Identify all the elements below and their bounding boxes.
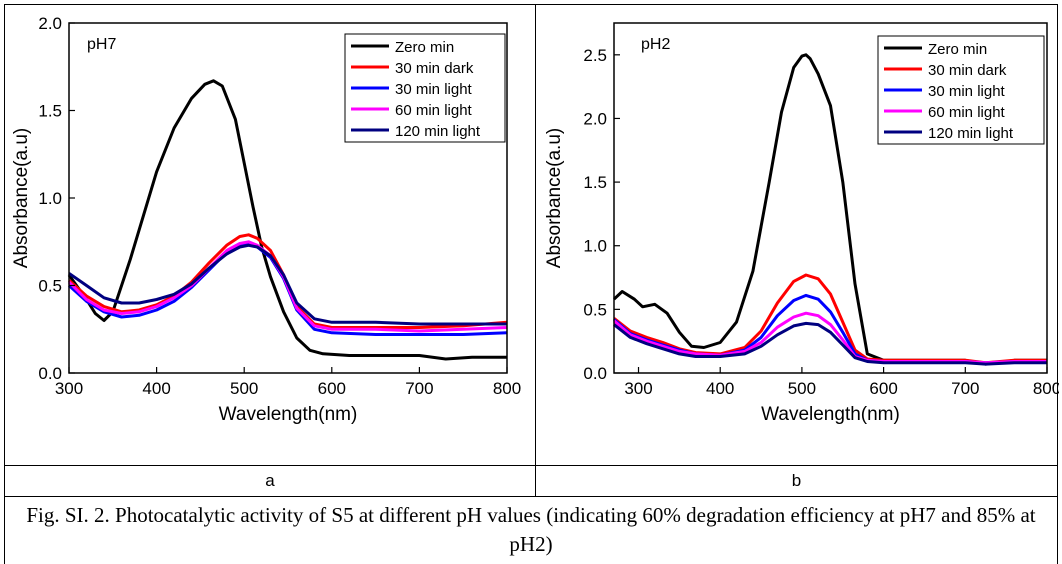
x-tick-label: 500 <box>788 379 816 398</box>
sublabel-b-cell: b <box>535 465 1058 497</box>
series-line-4 <box>67 240 508 333</box>
x-tick-label: 300 <box>624 379 652 398</box>
x-tick-label: 300 <box>55 379 83 398</box>
series-line-3 <box>67 242 508 336</box>
y-tick-label: 1.0 <box>583 237 607 256</box>
legend-entry-4: 60 min light <box>395 102 473 119</box>
x-axis-label: Wavelength(nm) <box>219 404 358 425</box>
x-tick-label: 500 <box>230 379 258 398</box>
y-tick-label: 0.0 <box>583 364 607 383</box>
x-tick-label: 400 <box>142 379 170 398</box>
y-tick-label: 0.5 <box>583 300 607 319</box>
y-tick-label: 0.5 <box>38 277 62 296</box>
chart-ph7: 300 400 500 600 700 800 0.0 0.5 1.0 1.5 2.0 Wavelen… <box>11 14 521 425</box>
chart-ph2: 300 400 500 600 700 800 0.0 0.5 1.0 1.5 2.0 2.5 Wave… <box>544 22 1059 425</box>
x-axis-label: Wavelength(nm) <box>761 404 900 425</box>
y-tick-label: 1.5 <box>38 102 62 121</box>
legend-entry-5: 120 min light <box>395 123 481 140</box>
sublabel-a-cell: a <box>4 465 536 497</box>
series-line-4 <box>613 311 1047 365</box>
x-tick-label: 700 <box>951 379 979 398</box>
legend-entry-2: 30 min dark <box>928 62 1007 79</box>
y-axis-label: Absorbance(a.u) <box>544 128 565 268</box>
y-axis-label: Absorbance(a.u) <box>11 128 32 268</box>
y-tick-label: 0.0 <box>38 364 62 383</box>
y-tick-label: 2.0 <box>583 109 607 128</box>
x-tick-label: 400 <box>706 379 734 398</box>
legend-entry-1: Zero min <box>928 41 987 58</box>
panel-b-cell: 300 400 500 600 700 800 0.0 0.5 1.0 1.5 2.0 2.5 Wave… <box>535 4 1059 466</box>
sublabel-b: b <box>791 471 802 490</box>
sublabel-a: a <box>265 471 275 490</box>
x-tick-label: 700 <box>405 379 433 398</box>
x-tick-label: 600 <box>318 379 346 398</box>
y-tick-label: 2.0 <box>38 14 62 33</box>
figure-caption: Fig. SI. 2. Photocatalytic activity of S… <box>4 496 1058 564</box>
series-line-1 <box>67 79 507 361</box>
y-tick-label: 1.5 <box>583 173 607 192</box>
y-tick-label: 1.0 <box>38 189 62 208</box>
legend-entry-4: 60 min light <box>928 104 1006 121</box>
legend-entry-1: Zero min <box>395 39 454 56</box>
series-line-5 <box>68 243 507 326</box>
series-line-2 <box>67 233 508 329</box>
ph-annotation: pH2 <box>641 36 670 53</box>
series-line-5 <box>613 321 1047 366</box>
x-tick-label: 800 <box>493 379 521 398</box>
x-tick-label: 600 <box>869 379 897 398</box>
y-tick-label: 2.5 <box>583 46 607 65</box>
panel-a-cell: 300 400 500 600 700 800 0.0 0.5 1.0 1.5 2.0 Wavelen… <box>4 4 536 466</box>
plot-frame <box>613 22 1048 374</box>
legend-entry-3: 30 min light <box>928 83 1006 100</box>
legend-entry-5: 120 min light <box>928 125 1014 142</box>
legend-entry-2: 30 min dark <box>395 60 474 77</box>
legend-entry-3: 30 min light <box>395 81 473 98</box>
ph-annotation: pH7 <box>87 36 116 53</box>
x-tick-label: 800 <box>1033 379 1059 398</box>
